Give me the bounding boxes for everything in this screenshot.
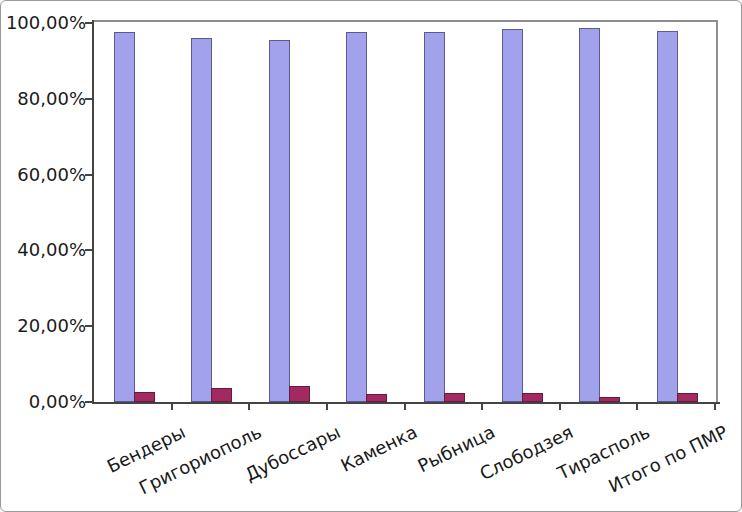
y-tick-mark xyxy=(85,249,94,251)
x-tick-mark xyxy=(636,403,638,410)
x-tick-mark xyxy=(171,403,173,410)
y-tick-label: 40,00% xyxy=(1,239,86,261)
x-tick-mark xyxy=(559,403,561,410)
y-tick-label: 20,00% xyxy=(1,315,86,337)
y-tick-mark xyxy=(85,22,94,24)
bar-series_1-1 xyxy=(191,38,212,402)
bar-series_2-1 xyxy=(211,388,232,402)
x-category-label-3: Каменка xyxy=(337,421,420,476)
bar-series_2-5 xyxy=(522,393,543,402)
y-tick-mark xyxy=(85,325,94,327)
bar-series_1-0 xyxy=(114,32,135,402)
bar-series_2-6 xyxy=(599,397,620,402)
bar-series_2-0 xyxy=(134,392,155,402)
bar-series_1-5 xyxy=(502,29,523,402)
y-tick-label: 80,00% xyxy=(1,88,86,110)
bar-series_2-7 xyxy=(677,393,698,402)
x-tick-mark xyxy=(248,403,250,410)
bar-series_1-3 xyxy=(346,32,367,402)
chart-container: 100,00%80,00%60,00%40,00%20,00%0,00% Бен… xyxy=(0,0,742,512)
y-tick-mark xyxy=(85,401,94,403)
bars-layer xyxy=(94,23,715,402)
bar-series_1-4 xyxy=(424,32,445,402)
bar-series_1-6 xyxy=(579,28,600,402)
x-tick-mark xyxy=(326,403,328,410)
y-tick-mark xyxy=(85,98,94,100)
bar-series_1-2 xyxy=(269,40,290,402)
x-tick-mark xyxy=(481,403,483,410)
x-tick-mark xyxy=(714,403,716,410)
x-tick-mark xyxy=(404,403,406,410)
y-tick-label: 100,00% xyxy=(1,12,86,34)
bar-series_1-7 xyxy=(657,31,678,402)
x-axis-line xyxy=(92,402,720,404)
bar-series_2-4 xyxy=(444,393,465,402)
y-tick-label: 60,00% xyxy=(1,164,86,186)
bar-series_2-3 xyxy=(366,394,387,402)
bar-series_2-2 xyxy=(289,386,310,402)
y-tick-mark xyxy=(85,174,94,176)
y-tick-label: 0,00% xyxy=(1,391,86,413)
